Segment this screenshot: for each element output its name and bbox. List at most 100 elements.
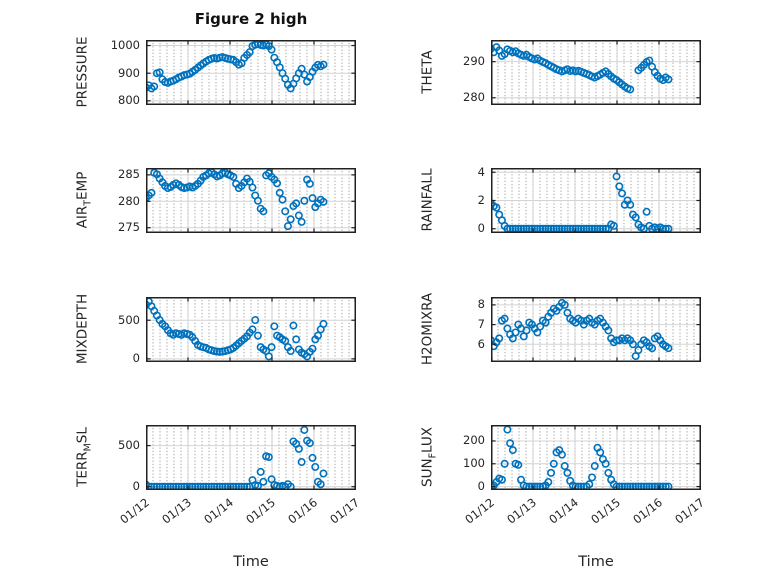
data-point: [522, 326, 531, 335]
data-point: [626, 200, 635, 209]
data-point: [631, 213, 640, 222]
y-tick-label: 0: [477, 479, 485, 494]
data-point: [590, 462, 599, 471]
mixdepth-plot-area: [146, 297, 356, 362]
x-tick-label: 01/12: [462, 495, 498, 527]
subplot-theta: THETA 280 290: [420, 40, 701, 105]
data-point: [495, 334, 504, 343]
y-tick-label: 290: [463, 54, 485, 69]
data-point: [146, 83, 150, 92]
subplot-h2omixra: H2OMIXRA 6 7 8: [420, 293, 701, 365]
data-point: [664, 75, 673, 84]
pressure-plot-area: [146, 40, 356, 105]
data-point: [281, 207, 290, 216]
scatter-series-terr_msl: [146, 425, 328, 490]
data-point: [612, 172, 621, 181]
data-point: [508, 446, 517, 455]
data-point: [313, 331, 322, 340]
data-point: [308, 194, 317, 203]
data-point: [544, 478, 553, 487]
data-point: [297, 217, 306, 226]
data-point: [251, 316, 260, 325]
data-point: [319, 60, 328, 69]
x-tick-label: 01/13: [159, 495, 195, 527]
data-point: [248, 183, 257, 192]
axes-box: [146, 297, 356, 362]
data-point: [259, 207, 268, 216]
y-tick-label: 200: [463, 433, 485, 448]
x-tick-label: 01/13: [504, 495, 540, 527]
x-tick-label: 01/16: [630, 495, 666, 527]
x-tick-label: 01/16: [285, 495, 321, 527]
data-point: [615, 182, 624, 191]
data-point: [294, 211, 303, 220]
y-axis-label-air-temp: AIRTEMP: [74, 171, 94, 229]
subplot-pressure: PRESSURE 800 900 1000: [75, 37, 356, 107]
data-point: [300, 425, 309, 434]
data-point: [267, 343, 276, 352]
y-tick-label: 7: [477, 317, 485, 332]
scatter-series-theta: [491, 43, 673, 94]
data-point: [286, 347, 295, 356]
subplot-mixdepth: MIXDEPTH 0 500: [75, 294, 356, 365]
axes-box: [491, 297, 701, 362]
sun-flux-plot-area: [491, 425, 701, 490]
scatter-series-mixdepth: [146, 297, 328, 361]
h2omixra-plot-area: [491, 297, 701, 362]
data-point: [297, 458, 306, 467]
x-tick-label: 01/14: [201, 495, 237, 527]
data-point: [308, 453, 317, 462]
data-point: [270, 322, 279, 331]
y-axis-label-h2omixra: H2OMIXRA: [419, 292, 436, 366]
theta-plot-area: [491, 40, 701, 105]
data-point: [506, 439, 515, 448]
data-point: [308, 344, 317, 353]
data-point: [585, 480, 594, 489]
data-point: [560, 462, 569, 471]
data-point: [248, 325, 257, 334]
subplot-rainfall: RAINFALL 0 2 4: [420, 165, 701, 235]
data-point: [147, 188, 156, 197]
x-axis-label-right: Time: [578, 554, 614, 570]
data-point: [259, 477, 268, 486]
terr-msl-plot-area: [146, 425, 356, 490]
subplot-terr-msl: TERRMSL 0 500 01/12 01/13 01/14 01/15 01/16 01/…: [75, 425, 362, 527]
data-point: [664, 344, 673, 353]
air-temp-plot-area: [146, 168, 356, 233]
subplot-sun-flux: SUNFLUX 0 100 200 01/12 01/13 01/14 01/15 01/16…: [420, 425, 707, 527]
data-point: [628, 340, 637, 349]
y-tick-label: 0: [477, 221, 485, 236]
data-point: [557, 450, 566, 459]
data-point: [278, 195, 287, 204]
data-point: [300, 196, 309, 205]
data-point: [273, 179, 282, 188]
subplot-air-temp: AIRTEMP 275 280 285: [75, 167, 356, 234]
data-point: [642, 207, 651, 216]
data-point: [609, 221, 618, 230]
data-point: [492, 203, 501, 212]
data-point: [267, 45, 276, 54]
data-point: [294, 444, 303, 453]
y-tick-label: 285: [118, 167, 140, 182]
axes-box: [146, 168, 356, 233]
x-tick-label: 01/12: [117, 495, 153, 527]
x-tick-label: 01/15: [243, 495, 279, 527]
data-point: [626, 85, 635, 94]
y-tick-label: 800: [118, 93, 140, 108]
data-point: [547, 468, 556, 477]
data-point: [316, 480, 325, 489]
y-tick-label: 0: [132, 351, 140, 366]
y-tick-label: 6: [477, 336, 485, 351]
y-tick-label: 275: [118, 220, 140, 235]
data-point: [264, 352, 273, 361]
data-point: [256, 467, 265, 476]
data-point: [604, 326, 613, 335]
data-point: [588, 473, 597, 482]
data-point: [319, 197, 328, 206]
data-point: [275, 188, 284, 197]
data-point: [292, 199, 301, 208]
data-point: [549, 459, 558, 468]
scatter-series-h2omixra: [491, 298, 673, 361]
data-point: [648, 344, 657, 353]
